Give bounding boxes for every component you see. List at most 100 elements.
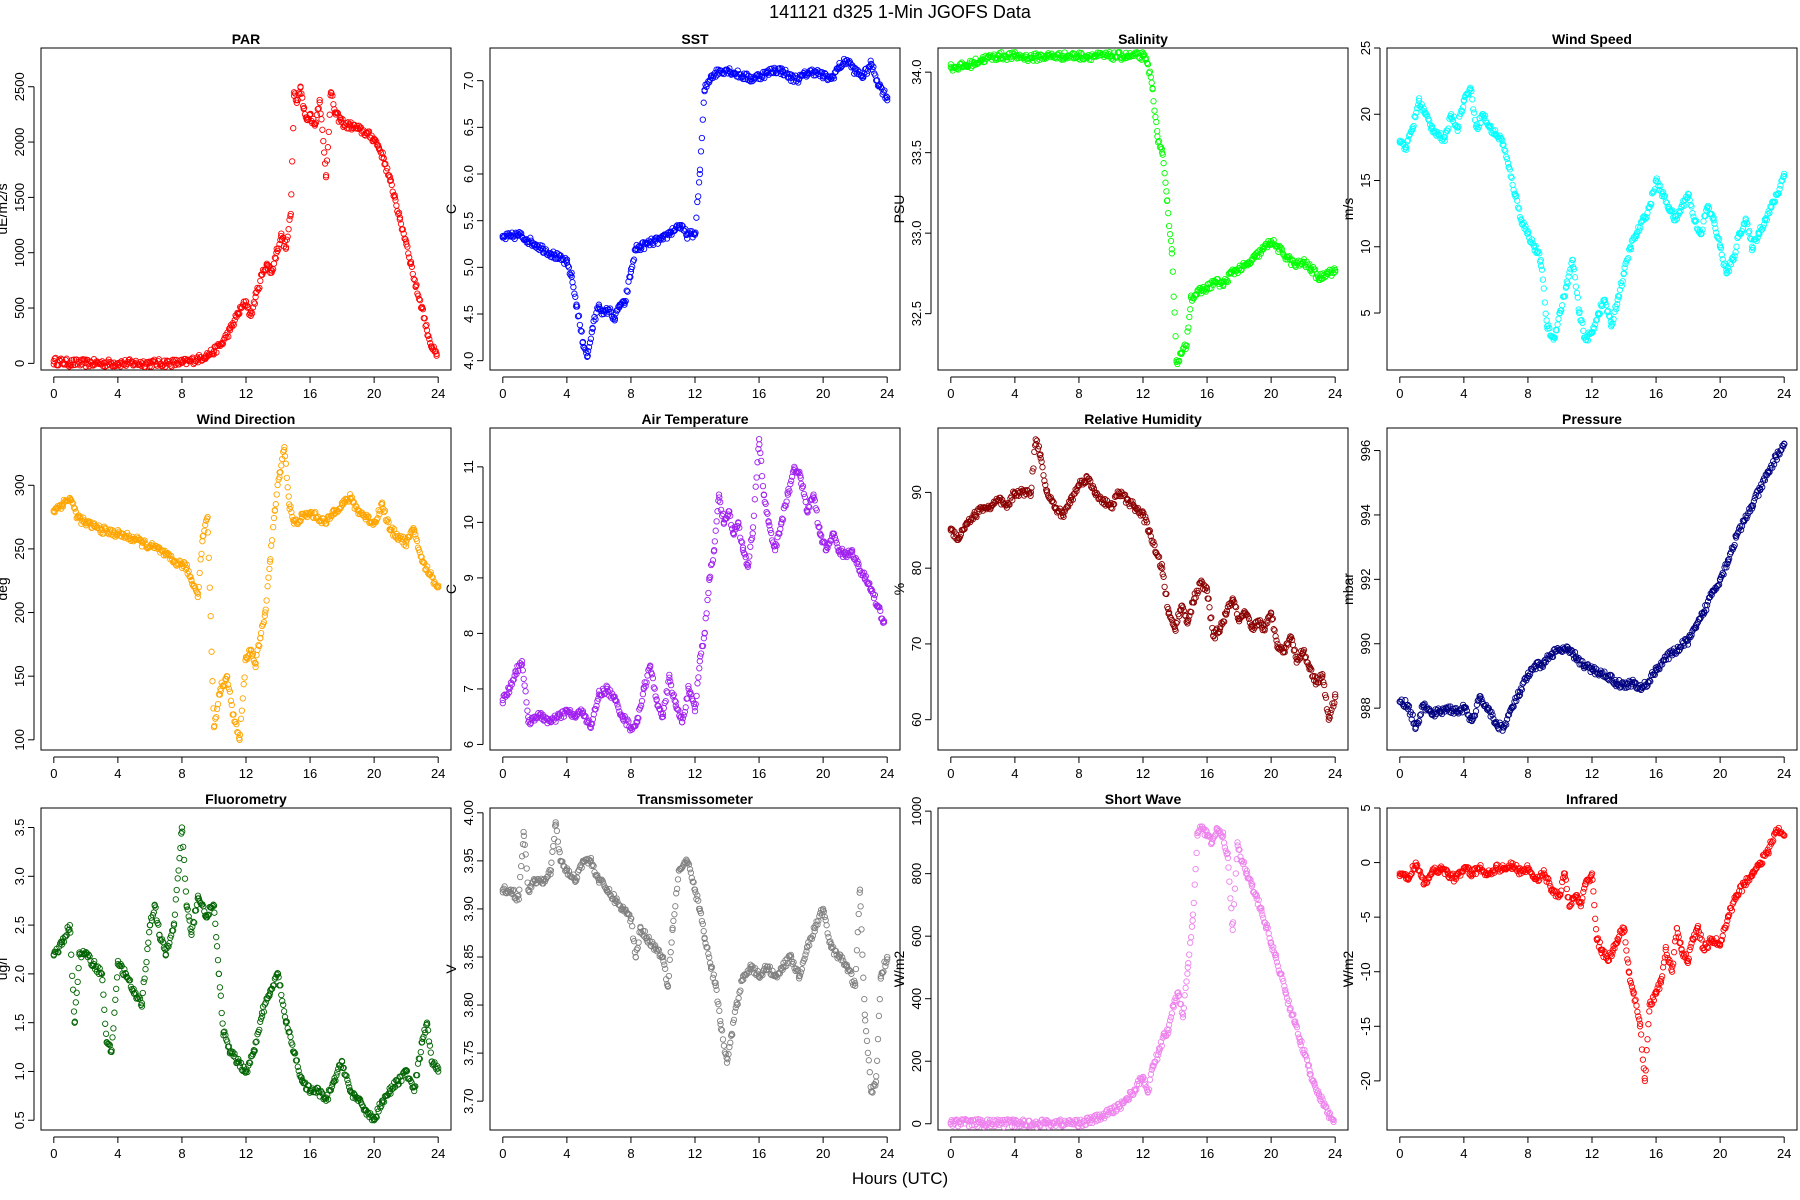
data-point: [1288, 256, 1296, 263]
data-point: [401, 235, 408, 242]
y-axis-label: PSU: [891, 195, 907, 224]
y-tick-label: 6.5: [461, 118, 476, 136]
data-point: [383, 167, 390, 175]
data-point: [868, 61, 875, 68]
data-point: [1576, 308, 1583, 315]
data-point: [1532, 242, 1539, 250]
data-point: [563, 256, 571, 263]
data-point: [693, 692, 700, 700]
data-point: [1724, 269, 1731, 276]
data-series: [50, 443, 442, 743]
data-point: [710, 971, 717, 978]
data-point: [554, 838, 562, 845]
data-point: [1454, 127, 1461, 134]
data-point: [694, 892, 701, 899]
data-point: [838, 63, 845, 71]
data-point: [298, 90, 305, 97]
y-tick-label: 3.80: [461, 992, 476, 1017]
x-tick-label: 0: [1396, 766, 1403, 781]
y-tick-label: 500: [12, 297, 27, 319]
y-tick-label: 990: [1358, 633, 1373, 655]
x-tick-label: 20: [367, 386, 381, 401]
y-tick-label: 8: [461, 630, 476, 637]
data-point: [416, 297, 424, 304]
panel-title: Air Temperature: [641, 411, 748, 427]
data-point: [291, 90, 299, 97]
data-point: [1184, 328, 1191, 335]
data-point: [520, 675, 527, 683]
data-point: [1469, 96, 1476, 103]
data-point: [109, 1034, 116, 1041]
data-point: [1512, 193, 1519, 200]
data-point: [284, 233, 291, 240]
data-point: [622, 297, 629, 305]
data-point: [321, 149, 328, 156]
data-point: [584, 347, 592, 355]
data-point: [264, 261, 271, 269]
x-tick-label: 8: [1075, 386, 1082, 401]
y-tick-label: 60: [909, 712, 924, 726]
data-point: [344, 119, 352, 126]
y-tick-label: 3.90: [461, 896, 476, 921]
data-point: [1688, 203, 1695, 210]
data-point: [1633, 232, 1640, 240]
data-point: [550, 248, 557, 255]
data-point: [280, 1001, 287, 1008]
data-point: [1185, 324, 1192, 331]
data-point: [1579, 319, 1586, 326]
data-point: [300, 104, 308, 112]
y-tick-label: 992: [1358, 568, 1373, 590]
data-point: [717, 1017, 724, 1025]
data-point: [516, 886, 523, 893]
data-point: [266, 565, 273, 573]
data-point: [1620, 270, 1627, 278]
y-axis-label: C: [443, 584, 459, 594]
data-point: [1613, 305, 1620, 313]
data-point: [1458, 107, 1465, 114]
data-point: [1502, 147, 1509, 155]
data-point: [1168, 250, 1176, 257]
y-tick-label: 2000: [12, 128, 27, 157]
data-point: [290, 125, 297, 132]
data-point: [694, 680, 701, 687]
y-tick-label: 988: [1358, 697, 1373, 719]
data-point: [1174, 618, 1181, 625]
x-axis: 0 4 8 12 16 20 24: [50, 756, 445, 781]
data-point: [1551, 334, 1558, 341]
data-point: [1475, 123, 1482, 131]
data-point: [1712, 225, 1719, 232]
data-point: [1125, 53, 1132, 60]
data-point: [1520, 219, 1527, 226]
data-point: [102, 1020, 109, 1027]
data-point: [522, 688, 529, 695]
data-point: [320, 137, 327, 145]
data-point: [311, 120, 319, 128]
data-point: [1409, 125, 1416, 133]
data-point: [575, 312, 583, 319]
data-point: [1503, 155, 1511, 163]
data-point: [1511, 190, 1518, 198]
data-point: [518, 862, 525, 870]
data-point: [699, 116, 706, 123]
data-point: [281, 443, 288, 451]
x-tick-label: 0: [50, 1146, 57, 1161]
data-point: [1763, 216, 1770, 224]
data-point: [639, 690, 647, 698]
data-point: [1150, 538, 1157, 545]
x-tick-label: 8: [178, 766, 185, 781]
data-point: [649, 674, 657, 682]
data-point: [570, 283, 577, 291]
y-axis: 0.51.01.52.02.53.03.5: [12, 818, 35, 1129]
data-point: [670, 917, 677, 925]
data-point: [1141, 51, 1148, 59]
data-point: [520, 832, 528, 840]
data-point: [278, 991, 285, 999]
data-point: [629, 923, 636, 930]
data-point: [334, 110, 342, 117]
plot-frame: [40, 47, 452, 371]
plot-frame: [489, 807, 901, 1131]
data-point: [1426, 117, 1433, 124]
data-point: [237, 715, 245, 722]
